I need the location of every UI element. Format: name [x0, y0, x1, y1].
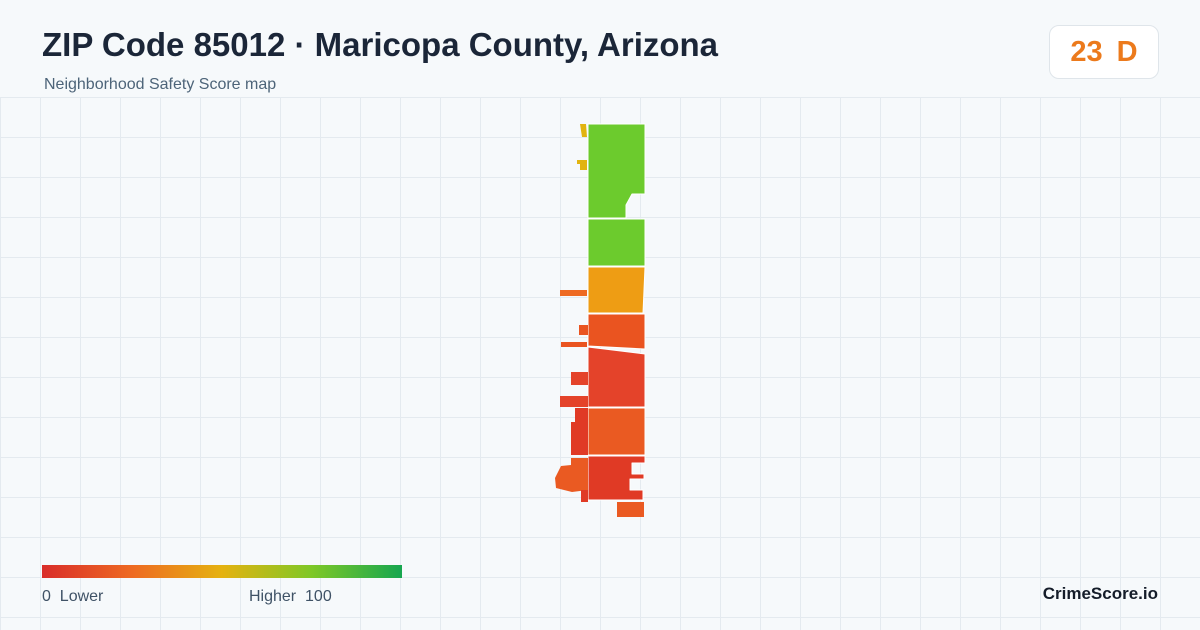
- map-region-south-central[interactable]: [587, 313, 646, 350]
- map-fragments: [555, 124, 644, 517]
- legend-low: 0 Lower: [42, 588, 103, 606]
- map-fragment-red-d: [560, 396, 588, 407]
- brand-logo-text[interactable]: CrimeScore.io: [1042, 584, 1158, 603]
- legend-max-label: Higher: [249, 588, 297, 605]
- score-grade: D: [1116, 35, 1138, 68]
- score-badge: 23 D: [1049, 25, 1159, 79]
- map-region-lower-south[interactable]: [587, 407, 646, 456]
- map-region-central[interactable]: [587, 266, 646, 314]
- map-fragment-red-b: [561, 342, 587, 347]
- map-fragment-orange-sw: [555, 458, 588, 492]
- legend-max-value: 100: [305, 588, 332, 605]
- map-region-southernmost[interactable]: [587, 455, 646, 501]
- map-fragment-orange-south: [617, 502, 644, 517]
- legend-high: Higher 100: [249, 588, 332, 606]
- map-fragment-red-e: [571, 408, 588, 455]
- map-region-north-central[interactable]: [587, 218, 646, 267]
- page-subtitle: Neighborhood Safety Score map: [44, 76, 277, 93]
- legend-min-label: Lower: [59, 588, 104, 605]
- legend-gradient-bar: [42, 565, 402, 578]
- map-region-south[interactable]: [587, 346, 646, 408]
- map-fragment-orange-west: [560, 290, 587, 296]
- map-fragment-red-c: [571, 372, 588, 385]
- map-fragment-yellow-top: [580, 124, 587, 137]
- legend-min-value: 0: [42, 588, 51, 605]
- page-title: ZIP Code 85012 · Maricopa County, Arizon…: [42, 26, 719, 63]
- score-value: 23: [1070, 35, 1103, 68]
- map-fragment-yellow-mid: [577, 160, 587, 170]
- map-fragment-red-a: [579, 325, 588, 335]
- map-region-north[interactable]: [587, 123, 646, 219]
- map-fragment-red-f: [581, 490, 588, 502]
